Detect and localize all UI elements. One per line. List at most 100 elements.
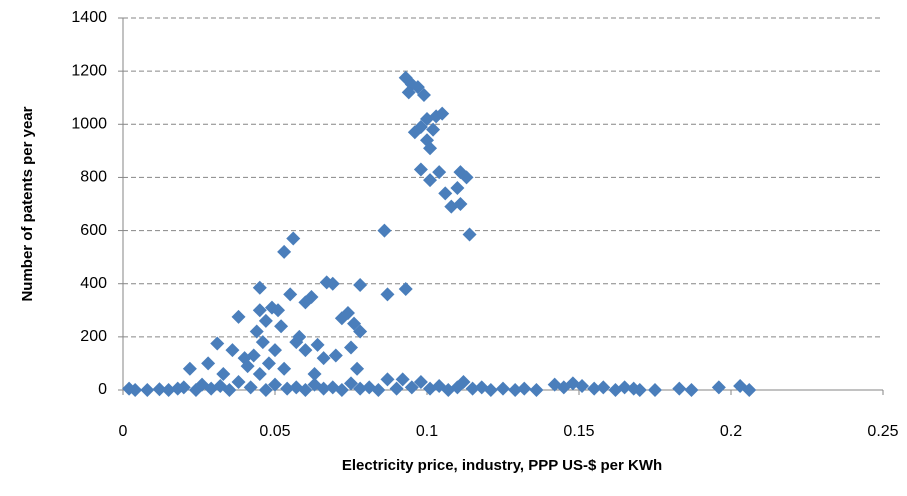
point: [416, 88, 431, 103]
point: [274, 319, 289, 334]
point: [347, 316, 362, 331]
point: [316, 381, 331, 396]
y-tick-label: 600: [80, 222, 107, 239]
point: [353, 278, 368, 293]
point: [413, 162, 428, 177]
x-tick-label: 0.2: [720, 423, 742, 440]
point: [517, 381, 532, 396]
point: [176, 380, 191, 395]
point: [283, 287, 298, 302]
x-tick-label: 0: [119, 423, 128, 440]
point: [456, 375, 471, 390]
point: [404, 380, 419, 395]
point: [344, 340, 358, 355]
point: [438, 186, 453, 201]
point: [252, 367, 267, 382]
point: [261, 356, 276, 371]
point: [258, 383, 273, 397]
point: [334, 383, 349, 397]
point: [252, 280, 267, 295]
x-tick-label: 0.15: [563, 423, 594, 440]
point: [328, 348, 343, 363]
point: [413, 119, 428, 134]
point: [298, 343, 313, 358]
point: [350, 361, 365, 376]
point: [255, 335, 270, 350]
point: [632, 383, 647, 397]
point: [508, 383, 523, 397]
point: [152, 382, 167, 397]
point: [496, 381, 510, 396]
y-tick-label: 400: [80, 275, 107, 292]
point: [410, 80, 425, 95]
point: [575, 379, 590, 394]
point: [587, 381, 602, 396]
point: [742, 383, 757, 397]
point: [161, 383, 176, 397]
point: [377, 223, 392, 238]
point: [271, 303, 286, 318]
point: [432, 165, 447, 180]
point: [483, 383, 498, 397]
point: [353, 324, 368, 339]
point: [423, 141, 438, 156]
y-tick-label: 0: [98, 381, 107, 398]
point: [380, 287, 395, 302]
point: [316, 351, 331, 366]
point: [389, 381, 404, 396]
x-axis-title: Electricity price, industry, PPP US-$ pe…: [342, 457, 662, 474]
point: [435, 106, 450, 121]
point: [401, 85, 416, 100]
point: [395, 372, 410, 387]
point: [225, 343, 240, 358]
point: [423, 173, 438, 188]
point: [231, 309, 246, 324]
point: [459, 170, 474, 185]
point: [128, 383, 143, 397]
x-tick-label: 0.25: [867, 423, 898, 440]
point: [672, 381, 687, 396]
point: [380, 372, 395, 387]
point: [280, 381, 295, 396]
point: [298, 383, 313, 397]
y-axis-title: Number of patents per year: [19, 106, 36, 301]
point: [353, 381, 368, 396]
point: [371, 383, 386, 397]
point: [140, 383, 155, 397]
point: [231, 375, 246, 390]
point: [222, 383, 237, 397]
point: [413, 375, 428, 390]
point: [426, 122, 441, 137]
point: [529, 383, 544, 397]
y-tick-label: 1400: [71, 9, 107, 26]
point: [711, 380, 726, 395]
point: [648, 383, 662, 397]
point: [617, 380, 632, 395]
point: [210, 336, 225, 351]
point: [249, 324, 264, 339]
point: [258, 313, 273, 328]
point: [684, 383, 699, 397]
point: [344, 376, 358, 391]
point: [201, 356, 216, 371]
point: [465, 381, 480, 396]
y-tick-label: 1200: [71, 62, 107, 79]
y-tick-label: 1000: [71, 116, 107, 133]
point: [268, 343, 282, 358]
point: [216, 367, 231, 382]
point: [307, 367, 322, 382]
point: [462, 227, 477, 242]
x-tick-label: 0.05: [259, 423, 290, 440]
y-tick-label: 200: [80, 328, 107, 345]
point: [340, 305, 355, 320]
point: [240, 359, 255, 374]
y-tick-label: 800: [80, 169, 107, 186]
point: [325, 276, 340, 291]
x-tick-label: 0.1: [416, 423, 438, 440]
point: [277, 361, 292, 376]
point: [243, 380, 258, 395]
point: [182, 361, 197, 376]
point: [310, 337, 325, 352]
point: [277, 244, 292, 259]
